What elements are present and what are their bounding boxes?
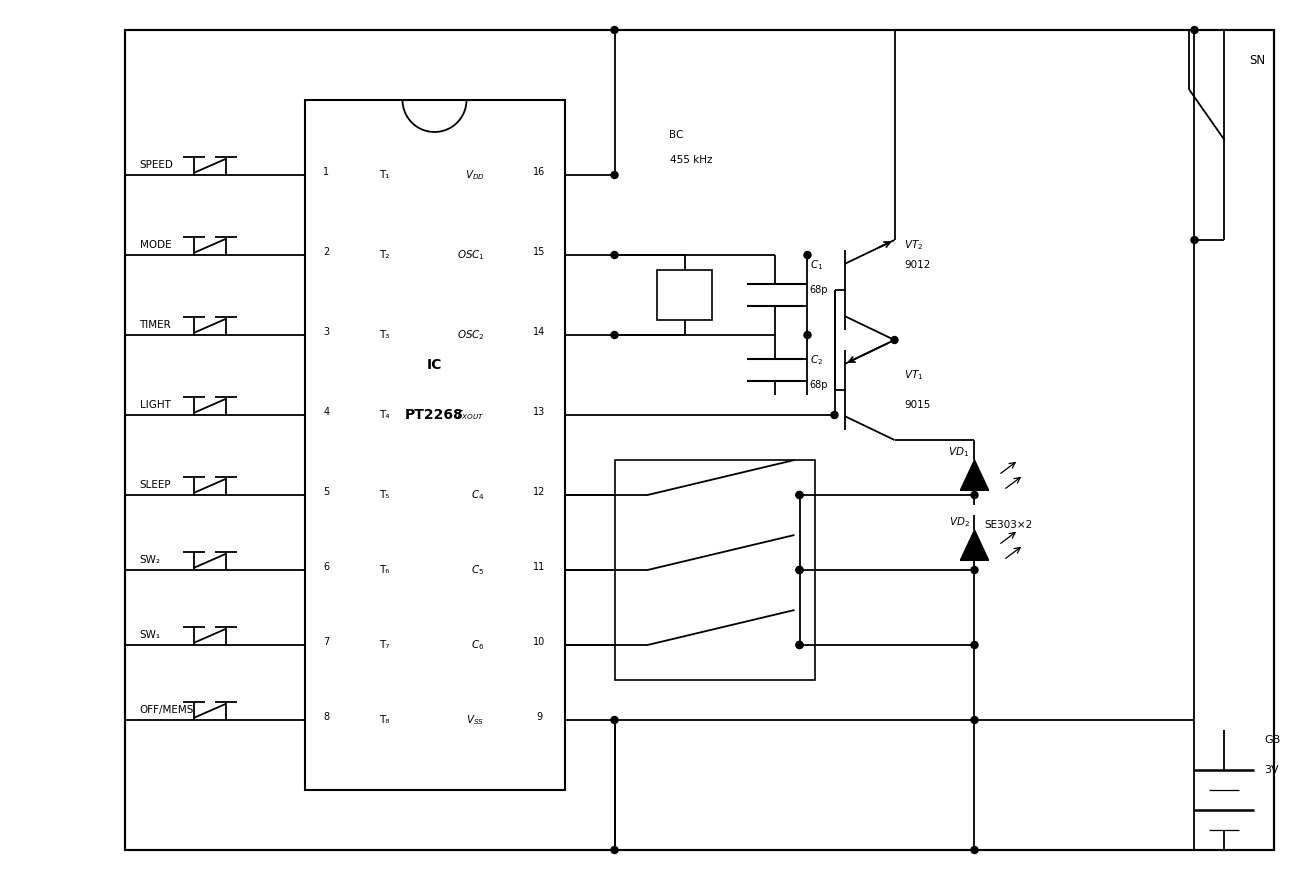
Text: 7: 7 xyxy=(323,637,330,647)
Text: $VT_2$: $VT_2$ xyxy=(905,239,924,252)
Text: $VT_1$: $VT_1$ xyxy=(905,368,924,382)
Circle shape xyxy=(804,252,812,258)
Circle shape xyxy=(611,252,618,258)
Text: 455 kHz: 455 kHz xyxy=(669,155,712,165)
Polygon shape xyxy=(961,460,988,490)
Text: PT2268: PT2268 xyxy=(404,408,463,422)
Text: $C_1$: $C_1$ xyxy=(809,258,823,272)
Text: $OSC_1$: $OSC_1$ xyxy=(457,248,484,262)
Text: T₄: T₄ xyxy=(380,410,390,420)
Text: T₁: T₁ xyxy=(380,170,390,180)
Bar xyxy=(124,30,1275,850)
Text: 3V: 3V xyxy=(1264,765,1279,775)
Text: 1: 1 xyxy=(323,167,330,177)
Text: 5: 5 xyxy=(323,487,330,497)
Bar xyxy=(305,100,564,790)
Text: T₂: T₂ xyxy=(380,250,390,260)
Text: MODE: MODE xyxy=(140,240,171,250)
Text: 8: 8 xyxy=(323,712,330,722)
Text: OFF/MEMS: OFF/MEMS xyxy=(140,705,194,715)
Text: TIMER: TIMER xyxy=(140,320,171,330)
Text: $V_{DD}$: $V_{DD}$ xyxy=(465,168,484,182)
Text: 2: 2 xyxy=(323,247,330,257)
Bar xyxy=(124,30,1275,850)
Circle shape xyxy=(611,846,618,854)
Text: LIGHT: LIGHT xyxy=(140,400,170,410)
Circle shape xyxy=(971,491,978,498)
Text: 6: 6 xyxy=(323,562,330,572)
Text: 68p: 68p xyxy=(809,285,829,295)
Bar xyxy=(614,460,814,680)
Text: $VD_1$: $VD_1$ xyxy=(949,445,970,459)
Text: 4: 4 xyxy=(323,407,330,417)
Circle shape xyxy=(796,491,802,498)
Text: 16: 16 xyxy=(533,167,546,177)
Text: T₇: T₇ xyxy=(380,640,390,650)
Text: 9015: 9015 xyxy=(905,400,931,410)
Text: 9: 9 xyxy=(537,712,542,722)
Circle shape xyxy=(796,642,802,649)
Circle shape xyxy=(796,642,802,649)
Circle shape xyxy=(611,172,618,179)
Circle shape xyxy=(971,567,978,573)
Polygon shape xyxy=(961,530,988,560)
Circle shape xyxy=(831,411,838,418)
Text: $V_{SS}$: $V_{SS}$ xyxy=(466,713,484,727)
Text: GB: GB xyxy=(1264,735,1280,745)
Text: IC: IC xyxy=(427,358,442,372)
Circle shape xyxy=(1191,237,1198,244)
Text: SW₂: SW₂ xyxy=(140,555,161,565)
Text: $OSC_2$: $OSC_2$ xyxy=(457,328,484,342)
Text: T₃: T₃ xyxy=(380,330,390,340)
Text: SE303×2: SE303×2 xyxy=(984,520,1033,530)
Circle shape xyxy=(891,336,898,344)
Circle shape xyxy=(796,491,802,498)
Text: $C_4$: $C_4$ xyxy=(471,488,484,502)
Text: SN: SN xyxy=(1250,53,1266,67)
Text: 10: 10 xyxy=(533,637,546,647)
Text: $C_2$: $C_2$ xyxy=(809,353,822,367)
Text: 3: 3 xyxy=(323,327,330,337)
Text: 15: 15 xyxy=(533,247,546,257)
Text: 11: 11 xyxy=(533,562,546,572)
Text: BC: BC xyxy=(669,130,683,140)
Text: SLEEP: SLEEP xyxy=(140,480,171,490)
Text: 13: 13 xyxy=(533,407,546,417)
Text: $VD_2$: $VD_2$ xyxy=(949,515,970,529)
Text: SW₁: SW₁ xyxy=(140,630,161,640)
Circle shape xyxy=(611,331,618,338)
Circle shape xyxy=(796,567,802,573)
Text: 68p: 68p xyxy=(809,380,829,390)
Text: 12: 12 xyxy=(533,487,546,497)
Circle shape xyxy=(611,27,618,34)
Circle shape xyxy=(804,331,812,338)
Text: SPEED: SPEED xyxy=(140,160,173,170)
Bar xyxy=(657,270,712,320)
Text: $C_5$: $C_5$ xyxy=(471,563,484,577)
Circle shape xyxy=(971,642,978,649)
Text: T₅: T₅ xyxy=(380,490,390,500)
Circle shape xyxy=(1191,27,1198,34)
Text: 14: 14 xyxy=(533,327,546,337)
Circle shape xyxy=(611,716,618,724)
Text: $C_6$: $C_6$ xyxy=(471,638,484,651)
Text: 9012: 9012 xyxy=(905,260,931,270)
Text: $T_{XOUT}$: $T_{XOUT}$ xyxy=(456,409,484,422)
Circle shape xyxy=(971,716,978,724)
Circle shape xyxy=(796,567,802,573)
Text: T₆: T₆ xyxy=(380,565,390,575)
Text: T₈: T₈ xyxy=(380,715,390,725)
Circle shape xyxy=(971,846,978,854)
